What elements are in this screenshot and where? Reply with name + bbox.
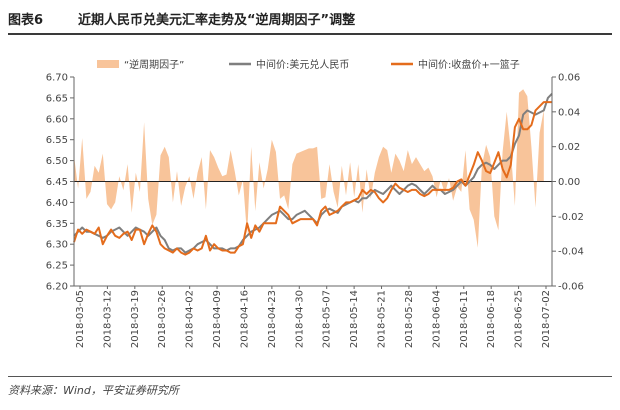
- x-tick-label: 2018-05-14: [349, 290, 360, 348]
- counter-cyclical-factor-area: [74, 89, 544, 248]
- figure-number: 图表6: [8, 13, 44, 28]
- x-tick-label: 2018-04-30: [294, 290, 305, 348]
- series-line-close-basket: [73, 101, 552, 256]
- x-tick-label: 2018-06-11: [459, 290, 470, 348]
- x-tick-label: 2018-04-16: [239, 290, 250, 348]
- legend-label-close-basket: 中间价:收盘价+一篮子: [418, 58, 520, 71]
- left-tick-label: 6.70: [46, 73, 68, 84]
- header-rule: [8, 33, 612, 35]
- x-tick-label: 2018-05-21: [377, 290, 388, 348]
- x-tick-label: 2018-06-18: [486, 290, 497, 348]
- x-tick-label: 2018-04-09: [212, 290, 223, 348]
- x-tick-label: 2018-03-12: [102, 290, 113, 348]
- left-y-axis: 6.20 6.25 6.30 6.35 6.40 6.45 6.50 6.55 6.60 6.65…: [46, 73, 75, 293]
- right-tick-label: -0.04: [558, 247, 584, 258]
- right-tick-label: 0.00: [558, 177, 580, 188]
- left-tick-label: 6.35: [46, 219, 68, 230]
- figure-title: 近期人民币兑美元汇率走势及“逆周期因子”调整: [78, 13, 356, 28]
- left-tick-label: 6.30: [46, 240, 68, 251]
- x-tick-label: 2018-07-02: [541, 290, 552, 348]
- legend: “逆周期因子” 中间价:美元兑人民币 中间价:收盘价+一篮子: [97, 58, 520, 71]
- left-tick-label: 6.40: [46, 198, 68, 209]
- left-tick-label: 6.20: [46, 282, 68, 293]
- x-tick-label: 2018-06-25: [514, 290, 525, 348]
- x-tick-label: 2018-05-28: [404, 290, 415, 348]
- x-tick-label: 2018-03-05: [75, 290, 86, 348]
- source-note: 资料来源：Wind，平安证券研究所: [8, 384, 179, 397]
- x-tick-label: 2018-04-23: [267, 290, 278, 348]
- legend-label-usd-cny: 中间价:美元兑人民币: [256, 58, 349, 71]
- x-tick-label: 2018-06-04: [431, 290, 442, 348]
- x-tick-label: 2018-04-02: [185, 290, 196, 348]
- right-tick-label: 0.02: [558, 142, 580, 153]
- left-tick-label: 6.65: [46, 93, 68, 104]
- left-tick-label: 6.55: [46, 135, 68, 146]
- left-tick-label: 6.60: [46, 114, 68, 125]
- x-tick-label: 2018-03-19: [130, 290, 141, 348]
- right-tick-label: -0.02: [558, 212, 584, 223]
- left-tick-label: 6.50: [46, 156, 68, 167]
- series-area-factor: [74, 89, 544, 248]
- x-tick-label: 2018-03-26: [157, 290, 168, 348]
- right-tick-label: 0.06: [558, 73, 580, 84]
- source-rule: [8, 376, 612, 377]
- x-tick-label: 2018-05-07: [322, 290, 333, 348]
- legend-label-factor: “逆周期因子”: [124, 58, 184, 71]
- left-tick-label: 6.25: [46, 261, 68, 272]
- right-tick-label: -0.06: [558, 282, 584, 293]
- left-tick-label: 6.45: [46, 177, 68, 188]
- right-tick-label: 0.04: [558, 107, 580, 118]
- legend-swatch-factor: [97, 60, 119, 68]
- exchange-rate-chart: “逆周期因子” 中间价:美元兑人民币 中间价:收盘价+一篮子 6.20 6.25 6.3…: [46, 58, 584, 348]
- x-axis: 2018-03-05 2018-03-12 2018-03-19 2018-03-26…: [74, 285, 552, 348]
- series-lines: [73, 93, 553, 256]
- right-y-axis: -0.06 -0.04 -0.02 0.00 0.02 0.04 0.06: [551, 73, 584, 293]
